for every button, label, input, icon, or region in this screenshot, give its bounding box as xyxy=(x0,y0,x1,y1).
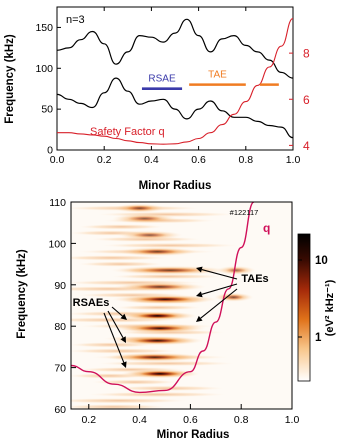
arrow-head xyxy=(120,313,127,320)
right-tick-label: 8 xyxy=(303,47,310,61)
top-x-axis-label: Minor Radius xyxy=(139,180,212,192)
heat-streak xyxy=(71,348,179,354)
y-tick-label: 150 xyxy=(35,22,53,34)
mode-core xyxy=(134,313,181,319)
annotation-arrow xyxy=(111,306,123,317)
heat-streak xyxy=(87,391,227,398)
colorbar-ticks: 10 1 xyxy=(298,255,328,344)
x-tick-label: 0.8 xyxy=(238,154,253,166)
bottom-y-ticks: 60 70 80 90 100 110 xyxy=(48,197,76,416)
shot-number: #122117 xyxy=(230,208,259,217)
q-curve xyxy=(71,202,255,394)
mode-core xyxy=(125,215,164,222)
gap-band-label: TAE xyxy=(208,70,227,81)
arrow-head xyxy=(196,315,203,322)
q-legend-label: Safety Factor q xyxy=(90,126,165,138)
annotation-arrow xyxy=(201,283,238,295)
colorbar-tick-label: 10 xyxy=(315,255,328,267)
heat-streak xyxy=(77,261,164,267)
heat-streak xyxy=(111,273,223,280)
mode-core xyxy=(126,354,184,361)
colorbar-tick-label: 1 xyxy=(315,332,322,344)
heatmap-group xyxy=(71,203,256,409)
annotation-label: TAEs xyxy=(241,273,268,285)
top-y-ticks: 0 50 100 150 xyxy=(35,22,61,157)
continuum-line-1 xyxy=(57,77,293,139)
mode-core xyxy=(130,232,169,238)
mode-core xyxy=(134,296,196,303)
heat-streak xyxy=(71,398,188,404)
colorbar-label: (eV² kHz⁻¹) xyxy=(324,279,336,336)
annotation-label: RSAEs xyxy=(73,297,110,309)
mode-core xyxy=(124,205,155,212)
annotations: TAEs RSAEs xyxy=(73,266,269,368)
q-curve-label: q xyxy=(263,221,270,235)
arrow-head xyxy=(196,291,203,298)
mode-core xyxy=(137,371,183,377)
top-series-group xyxy=(57,17,293,145)
mode-core xyxy=(133,284,187,290)
annotation-arrow xyxy=(107,310,124,339)
top-right-ticks: 4 6 8 xyxy=(289,47,310,153)
x-tick-label: 0.4 xyxy=(144,154,159,166)
right-tick-label: 6 xyxy=(303,93,310,107)
annotation-arrow xyxy=(200,288,238,319)
bottom-x-ticks: 0.2 0.4 0.6 0.8 1.0 xyxy=(81,404,299,426)
heat-streak xyxy=(101,242,240,249)
heat-streak xyxy=(71,404,169,409)
mode-core xyxy=(135,267,205,274)
bottom-x-axis-label: Minor Radius xyxy=(157,429,230,441)
mode-core xyxy=(133,325,187,332)
x-tick-label: 0.6 xyxy=(191,154,206,166)
y-tick-label: 70 xyxy=(54,363,66,375)
x-tick-label: 1.0 xyxy=(286,154,301,166)
y-tick-label: 100 xyxy=(48,238,66,250)
mode-core xyxy=(222,294,246,301)
colorbar xyxy=(297,233,311,382)
q-curve-group xyxy=(71,202,255,394)
gap-bands: RSAE TAE xyxy=(141,70,279,91)
mode-core xyxy=(134,248,181,255)
mode-core xyxy=(130,337,185,344)
x-tick-label: 0.4 xyxy=(132,414,147,426)
x-tick-label: 0.2 xyxy=(81,414,96,426)
y-tick-label: 80 xyxy=(54,321,66,333)
annotation-arrow xyxy=(201,269,238,280)
heat-streak xyxy=(115,304,201,311)
right-tick-label: 4 xyxy=(303,139,310,153)
x-tick-label: 1.0 xyxy=(285,414,300,426)
arrow-head xyxy=(120,336,126,343)
x-tick-label: 0.0 xyxy=(50,154,65,166)
arrow-head xyxy=(120,361,127,368)
y-tick-label: 50 xyxy=(41,104,53,116)
continuum-line-0 xyxy=(57,18,293,79)
top-plot-frame xyxy=(56,6,294,151)
y-tick-label: 100 xyxy=(35,63,53,75)
x-tick-label: 0.2 xyxy=(97,154,112,166)
top-x-ticks: 0.0 0.2 0.4 0.6 0.8 1.0 xyxy=(50,7,301,166)
gap-band-label: RSAE xyxy=(148,74,176,85)
heat-streak xyxy=(91,379,178,385)
arrow-head xyxy=(196,266,203,273)
x-tick-label: 0.8 xyxy=(234,414,249,426)
top-panel: RSAE TAE n=3 0.0 0.2 0.4 0.6 0.8 1.0 0 50 100 150… xyxy=(4,6,310,192)
mode-core xyxy=(224,267,248,274)
y-tick-label: 110 xyxy=(49,197,66,209)
safety-factor-line xyxy=(57,17,293,145)
heat-streak xyxy=(111,385,225,391)
y-tick-label: 60 xyxy=(54,404,66,416)
heat-streak xyxy=(71,255,169,261)
x-tick-label: 0.6 xyxy=(183,414,198,426)
annotation-arrow xyxy=(103,312,125,363)
y-tick-label: 90 xyxy=(54,280,66,292)
bottom-plot-frame xyxy=(70,201,293,410)
bottom-y-axis-label: Frequency (kHz) xyxy=(16,249,28,339)
heat-streak xyxy=(78,224,165,230)
panel-label: n=3 xyxy=(66,14,85,26)
top-y-axis-label: Frequency (kHz) xyxy=(4,34,16,124)
heat-streak xyxy=(97,360,236,367)
y-tick-label: 0 xyxy=(47,145,53,157)
